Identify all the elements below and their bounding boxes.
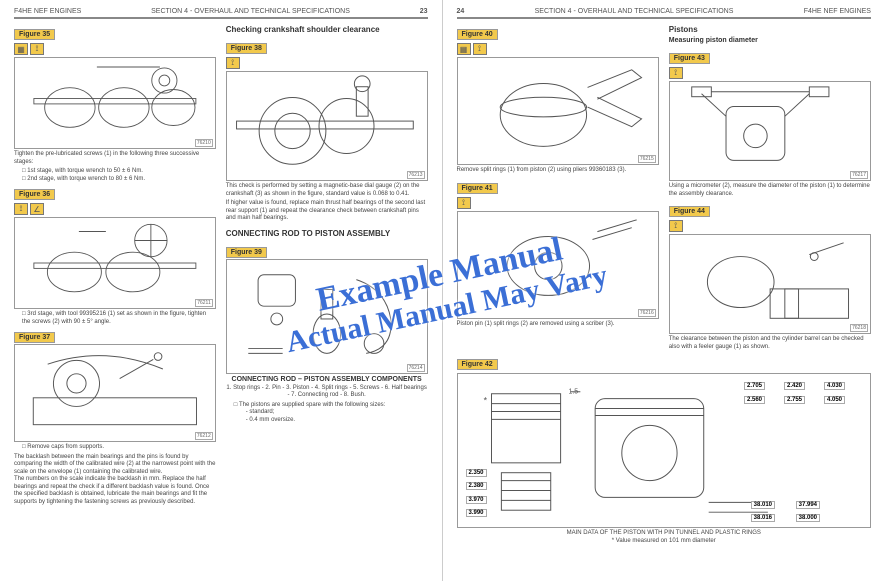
figure-label-40: Figure 40: [457, 29, 498, 40]
fig38-t1: This check is performed by setting a mag…: [226, 183, 428, 198]
figure-code: 76213: [407, 171, 425, 179]
figure-label-38: Figure 38: [226, 43, 267, 54]
fig43-text: Using a micrometer (2), measure the diam…: [669, 183, 871, 198]
dim: 4.050: [824, 396, 845, 404]
manual-page-right: 24 SECTION 4 - OVERHAUL AND TECHNICAL SP…: [443, 0, 885, 581]
figure-code: 76212: [195, 432, 213, 440]
angle-icon: ∠: [30, 203, 44, 215]
page-header-left: F4HE NEF ENGINES SECTION 4 - OVERHAUL AN…: [14, 8, 428, 19]
fig42-note: * Value measured on 101 mm diameter: [457, 538, 872, 544]
tool-icon: ▦: [14, 43, 28, 55]
fig39-s2: - 0.4 mm oversize.: [246, 417, 428, 425]
figure-41: 76216: [457, 211, 659, 319]
figure-code: 76217: [850, 171, 868, 179]
figure-35: 76210: [14, 57, 216, 149]
figure-42: 1.5 * 2.705 2.420 4.030 2.560 2.755 4.05…: [457, 373, 872, 528]
dim: 4.030: [824, 382, 845, 390]
section-label: SECTION 4 - OVERHAUL AND TECHNICAL SPECI…: [535, 8, 734, 15]
engine-label: F4HE NEF ENGINES: [14, 8, 81, 15]
fig35-text: Tighten the pre-lubricated screws (1) in…: [14, 151, 216, 166]
page-number: 23: [420, 8, 428, 15]
section-title-caps: CONNECTING ROD TO PISTON ASSEMBLY: [226, 229, 428, 238]
figure-code: 76216: [638, 309, 656, 317]
dim: 2.705: [744, 382, 765, 390]
bolt-icon: ⟟: [473, 43, 487, 55]
engine-label: F4HE NEF ENGINES: [804, 8, 871, 15]
right-col-2: Pistons Measuring piston diameter Figure…: [669, 23, 871, 353]
figure-label-41: Figure 41: [457, 183, 498, 194]
fig39-list: 1. Stop rings - 2. Pin - 3. Piston - 4. …: [226, 385, 428, 400]
bolt-icon: ⟟: [226, 57, 240, 69]
svg-text:1.5: 1.5: [568, 389, 578, 396]
figure-39: 76214: [226, 259, 428, 374]
figure-37: 76212: [14, 344, 216, 442]
dim: 3.990: [466, 509, 487, 517]
page-number: 24: [457, 8, 465, 15]
figure-label-42: Figure 42: [457, 359, 498, 370]
figure-code: 76210: [195, 139, 213, 147]
fig39-caption: CONNECTING ROD – PISTON ASSEMBLY COMPONE…: [226, 376, 428, 383]
figure-38: 76213: [226, 71, 428, 181]
left-col-2: Checking crankshaft shoulder clearance F…: [226, 23, 428, 508]
svg-text:*: *: [483, 396, 487, 406]
bolt-icon: ⟟: [14, 203, 28, 215]
figure-label-35: Figure 35: [14, 29, 55, 40]
pistons-title: Pistons: [669, 25, 871, 34]
dim: 38.016: [751, 514, 775, 522]
right-col-1: Figure 40 ▦⟟ 76215 Remove split rings (1…: [457, 23, 659, 353]
section-label: SECTION 4 - OVERHAUL AND TECHNICAL SPECI…: [151, 8, 350, 15]
fig39-note: □ The pistons are supplied spare with th…: [234, 402, 428, 410]
figure-code: 76214: [407, 364, 425, 372]
manual-page-left: F4HE NEF ENGINES SECTION 4 - OVERHAUL AN…: [0, 0, 443, 581]
figure-43: 76217: [669, 81, 871, 181]
figure-40: 76215: [457, 57, 659, 165]
figure-code: 76215: [638, 155, 656, 163]
dim: 38.000: [796, 514, 820, 522]
figure-label-43: Figure 43: [669, 53, 710, 64]
figure-36: 76211: [14, 217, 216, 309]
fig35-b1: □ 1st stage, with torque wrench to 50 ± …: [22, 168, 216, 176]
dim: 38.010: [751, 501, 775, 509]
fig44-text: The clearance between the piston and the…: [669, 336, 871, 351]
bolt-icon: ⟟: [457, 197, 471, 209]
section-title: Checking crankshaft shoulder clearance: [226, 25, 428, 34]
dim: 2.420: [784, 382, 805, 390]
figure-label-44: Figure 44: [669, 206, 710, 217]
fig40-text: Remove split rings (1) from piston (2) u…: [457, 167, 659, 175]
figure-label-39: Figure 39: [226, 247, 267, 258]
bolt-icon: ⟟: [30, 43, 44, 55]
dim: 2.755: [784, 396, 805, 404]
fig42-caption: MAIN DATA OF THE PISTON WITH PIN TUNNEL …: [457, 530, 872, 536]
figure-label-36: Figure 36: [14, 189, 55, 200]
fig37-bullet: □ Remove caps from supports.: [22, 444, 216, 452]
dim: 2.560: [744, 396, 765, 404]
figure-code: 76218: [850, 324, 868, 332]
fig38-t2: If higher value is found, replace main t…: [226, 200, 428, 223]
tool-icon: ▦: [457, 43, 471, 55]
figure-44: 76218: [669, 234, 871, 334]
bolt-icon: ⟟: [669, 220, 683, 232]
dim: 2.380: [466, 482, 487, 490]
dim: 3.970: [466, 496, 487, 504]
fig35-b2: □ 2nd stage, with torque wrench to 80 ± …: [22, 176, 216, 184]
icon-row: ▦ ⟟: [14, 43, 216, 55]
dim: 37.994: [796, 501, 820, 509]
fig36-text: □ 3rd stage, with tool 99395216 (1) set …: [22, 311, 216, 326]
figure-label-37: Figure 37: [14, 332, 55, 343]
dim: 2.350: [466, 469, 487, 477]
fig39-s1: - standard;: [246, 409, 428, 417]
fig41-text: Piston pin (1) split rings (2) are remov…: [457, 321, 659, 329]
figure-code: 76211: [195, 299, 213, 307]
left-col-1: Figure 35 ▦ ⟟ 76210 Tighten the pre-lubr…: [14, 23, 216, 508]
bolt-icon: ⟟: [669, 67, 683, 79]
pistons-subtitle: Measuring piston diameter: [669, 37, 871, 44]
fig37-text: The backlash between the main bearings a…: [14, 454, 216, 507]
page-header-right: 24 SECTION 4 - OVERHAUL AND TECHNICAL SP…: [457, 8, 872, 19]
